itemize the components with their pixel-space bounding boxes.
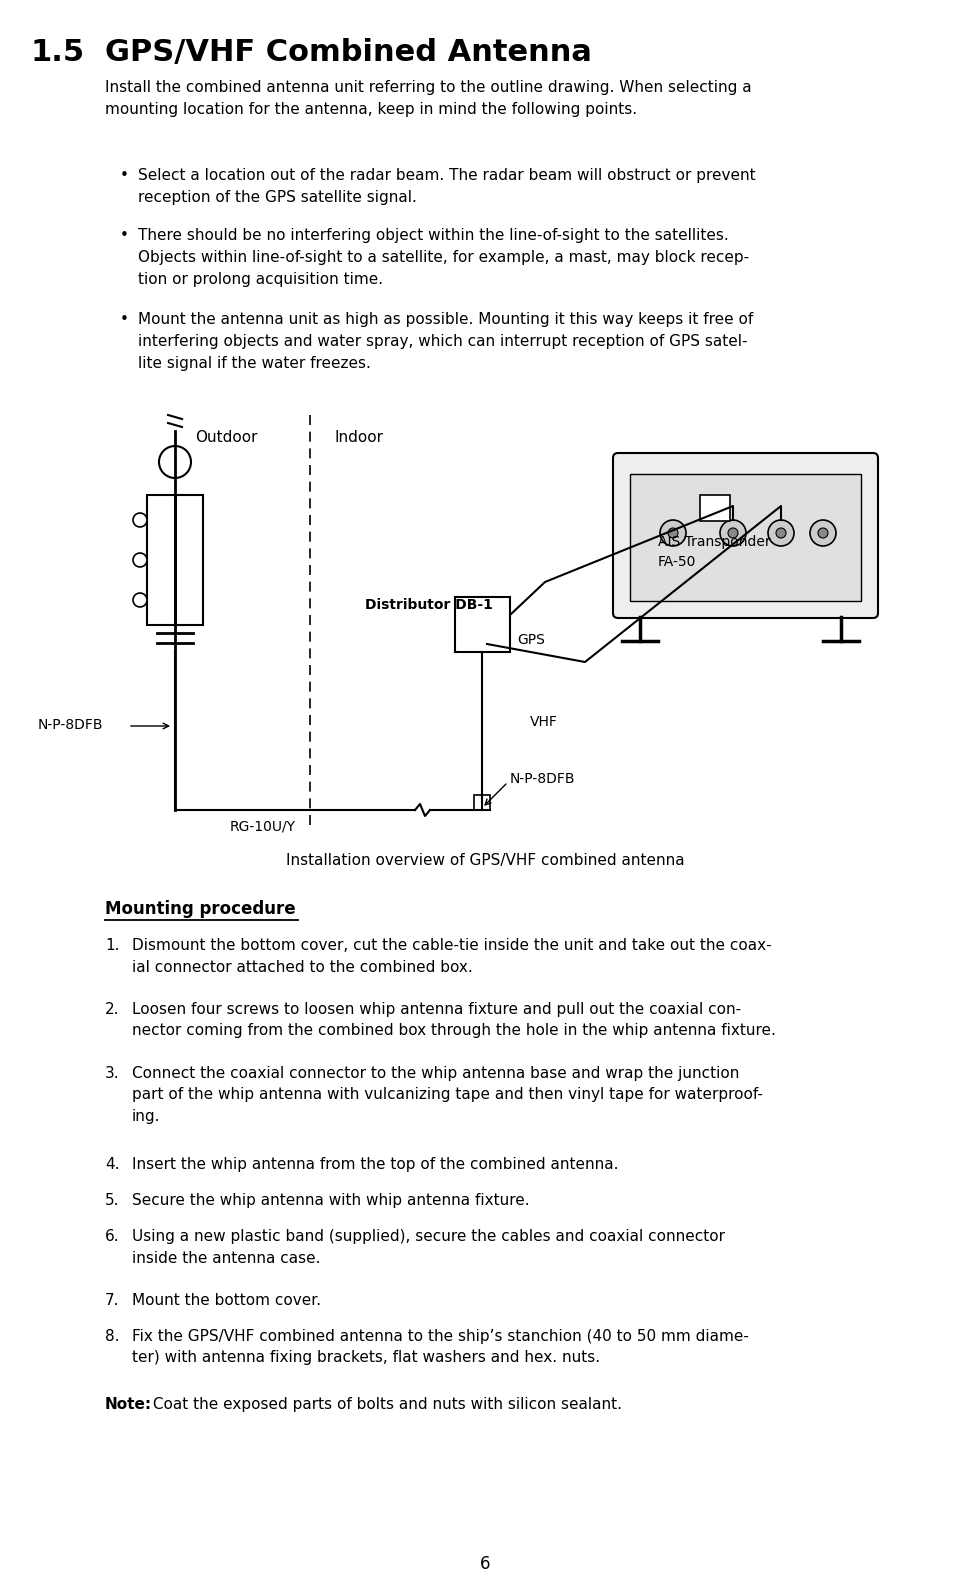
Text: 1.5: 1.5 — [30, 38, 84, 66]
Text: Outdoor: Outdoor — [195, 430, 257, 444]
Text: RG-10U/Y: RG-10U/Y — [230, 821, 296, 835]
Text: AIS Transponder
FA-50: AIS Transponder FA-50 — [658, 534, 771, 569]
Text: Using a new plastic band (supplied), secure the cables and coaxial connector
ins: Using a new plastic band (supplied), sec… — [132, 1228, 725, 1266]
Text: Indoor: Indoor — [335, 430, 384, 444]
Text: Note:: Note: — [105, 1396, 152, 1412]
Text: Distributor DB-1: Distributor DB-1 — [365, 598, 493, 612]
Text: 4.: 4. — [105, 1157, 119, 1172]
Text: Secure the whip antenna with whip antenna fixture.: Secure the whip antenna with whip antenn… — [132, 1194, 529, 1208]
FancyBboxPatch shape — [613, 454, 878, 618]
Text: 2.: 2. — [105, 1002, 119, 1017]
Text: Mounting procedure: Mounting procedure — [105, 900, 295, 919]
Text: Insert the whip antenna from the top of the combined antenna.: Insert the whip antenna from the top of … — [132, 1157, 619, 1172]
Circle shape — [660, 520, 686, 545]
Text: 1.: 1. — [105, 938, 119, 953]
Text: 7.: 7. — [105, 1293, 119, 1307]
Bar — [474, 795, 490, 809]
Text: Mount the antenna unit as high as possible. Mounting it this way keeps it free o: Mount the antenna unit as high as possib… — [138, 311, 753, 372]
Circle shape — [720, 520, 746, 545]
Text: Mount the bottom cover.: Mount the bottom cover. — [132, 1293, 321, 1307]
Text: Coat the exposed parts of bolts and nuts with silicon sealant.: Coat the exposed parts of bolts and nuts… — [148, 1396, 622, 1412]
Text: Install the combined antenna unit referring to the outline drawing. When selecti: Install the combined antenna unit referr… — [105, 81, 752, 117]
Text: There should be no interfering object within the line-of-sight to the satellites: There should be no interfering object wi… — [138, 228, 749, 288]
Text: 8.: 8. — [105, 1328, 119, 1344]
Text: N-P-8DFB: N-P-8DFB — [510, 772, 576, 786]
Text: Installation overview of GPS/VHF combined antenna: Installation overview of GPS/VHF combine… — [285, 854, 685, 868]
Text: 5.: 5. — [105, 1194, 119, 1208]
Text: Dismount the bottom cover, cut the cable-tie inside the unit and take out the co: Dismount the bottom cover, cut the cable… — [132, 938, 772, 974]
Bar — [700, 495, 730, 522]
Circle shape — [668, 528, 678, 538]
Circle shape — [810, 520, 836, 545]
Circle shape — [768, 520, 794, 545]
Text: Fix the GPS/VHF combined antenna to the ship’s stanchion (40 to 50 mm diame-
ter: Fix the GPS/VHF combined antenna to the … — [132, 1328, 749, 1366]
Circle shape — [133, 512, 147, 526]
Circle shape — [776, 528, 786, 538]
Text: Loosen four screws to loosen whip antenna fixture and pull out the coaxial con-
: Loosen four screws to loosen whip antenn… — [132, 1002, 776, 1039]
Bar — [455, 598, 510, 651]
Text: Connect the coaxial connector to the whip antenna base and wrap the junction
par: Connect the coaxial connector to the whi… — [132, 1066, 763, 1124]
Text: 6.: 6. — [105, 1228, 119, 1244]
Text: 3.: 3. — [105, 1066, 119, 1080]
Text: GPS: GPS — [517, 632, 545, 647]
Text: •: • — [120, 228, 129, 243]
Circle shape — [159, 446, 191, 477]
Text: VHF: VHF — [530, 715, 558, 729]
Text: Select a location out of the radar beam. The radar beam will obstruct or prevent: Select a location out of the radar beam.… — [138, 168, 755, 206]
Text: GPS/VHF Combined Antenna: GPS/VHF Combined Antenna — [105, 38, 592, 66]
Circle shape — [133, 593, 147, 607]
Text: •: • — [120, 168, 129, 183]
Text: 6: 6 — [480, 1556, 490, 1573]
Circle shape — [728, 528, 738, 538]
Text: N-P-8DFB: N-P-8DFB — [38, 718, 104, 732]
Circle shape — [818, 528, 828, 538]
Text: •: • — [120, 311, 129, 327]
Circle shape — [133, 553, 147, 568]
Bar — [147, 495, 203, 624]
Bar — [630, 474, 861, 601]
